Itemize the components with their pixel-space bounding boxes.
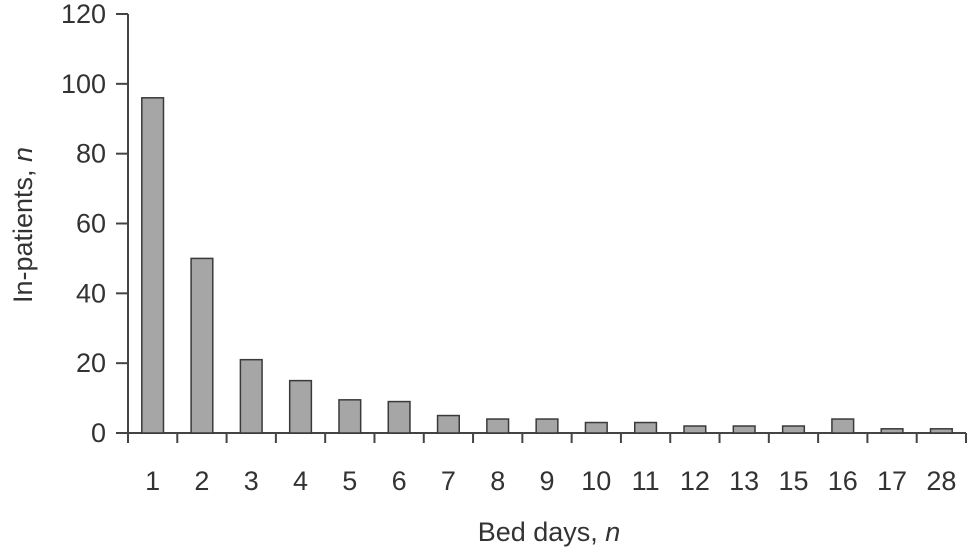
x-tick-label: 10 (581, 466, 611, 496)
bar-8 (486, 418, 510, 434)
bar-7 (436, 414, 461, 434)
x-tick-label: 3 (244, 466, 259, 496)
x-tick-label: 11 (632, 466, 660, 496)
x-tick-label: 5 (342, 466, 357, 496)
bar-5 (338, 399, 362, 434)
y-axis: 0 20 40 60 80 100 120 (61, 0, 129, 448)
bar-2 (190, 257, 214, 434)
y-axis-title: In-patients, n (8, 147, 38, 303)
bar-4 (288, 379, 313, 434)
y-tick-label: 100 (61, 69, 106, 99)
y-tick-label: 40 (76, 278, 106, 308)
x-axis-title: Bed days, n (478, 517, 621, 547)
x-tick-label: 12 (680, 466, 710, 496)
x-axis: 1 2 3 4 5 6 7 8 9 10 11 12 13 15 16 17 28 (127, 432, 967, 496)
x-tick-label: 9 (539, 466, 554, 496)
y-tick-label: 20 (76, 348, 106, 378)
y-tick-label: 80 (76, 139, 106, 169)
x-tick-label: 13 (729, 466, 759, 496)
bar-11 (633, 421, 658, 434)
bar-13 (732, 425, 756, 434)
bar-9 (535, 418, 559, 434)
bars (141, 97, 953, 434)
bar-16 (831, 418, 855, 434)
y-tick-label: 0 (91, 418, 106, 448)
bar-17 (880, 428, 904, 434)
bar-1 (141, 97, 165, 434)
x-tick-label: 6 (392, 466, 407, 496)
bar-6 (387, 400, 411, 434)
x-tick-label: 8 (490, 466, 505, 496)
x-tick-label: 1 (145, 466, 160, 496)
x-tick-label: 17 (877, 466, 907, 496)
x-tick-label: 7 (441, 466, 456, 496)
x-tick-label: 28 (926, 466, 956, 496)
bar-12 (683, 425, 707, 434)
x-tick-label: 2 (194, 466, 209, 496)
x-tick-label: 16 (828, 466, 858, 496)
y-tick-label: 60 (76, 209, 106, 239)
bar-10 (584, 421, 608, 434)
x-tick-label: 4 (293, 466, 308, 496)
y-tick-label: 120 (61, 0, 106, 29)
bar-28 (929, 428, 953, 434)
bar-3 (239, 358, 263, 434)
bar-15 (781, 425, 806, 434)
x-tick-label: 15 (778, 466, 808, 496)
